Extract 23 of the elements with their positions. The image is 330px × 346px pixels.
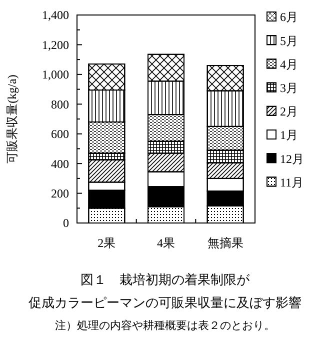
y-tick-label: 600 xyxy=(51,127,69,142)
legend-label: 2月 xyxy=(280,104,298,119)
text: 6月 xyxy=(280,10,298,24)
legend-label: 11月 xyxy=(280,175,304,190)
y-tick-label: 400 xyxy=(51,156,69,171)
y-tick-label: 1,200 xyxy=(42,38,69,52)
text: 注）処理の内容や耕種概要は表２のとおり。 xyxy=(55,319,275,332)
text: 促成カラーピーマンの可販果収量に及ぼす影響 xyxy=(28,295,302,310)
x-tick-label: 2果 xyxy=(98,236,116,250)
text: 1月 xyxy=(280,128,298,142)
legend-label: 4月 xyxy=(280,57,298,72)
legend-label: 3月 xyxy=(280,81,298,95)
legend-label: 5月 xyxy=(280,34,298,48)
x-tick-label: 無摘果 xyxy=(207,236,244,250)
y-tick-label: 0 xyxy=(63,216,69,230)
y-tick-label: 1,400 xyxy=(42,8,69,22)
legend-label: 12月 xyxy=(280,152,304,166)
y-axis-title: 可販果収量(kg/a) xyxy=(5,74,19,164)
y-tick-label: 1,000 xyxy=(42,68,69,82)
y-tick-label: 200 xyxy=(51,186,69,200)
x-tick-label: 4果 xyxy=(157,236,175,250)
y-tick-label: 800 xyxy=(51,97,69,112)
text: 図１ 栽培初期の着果制限が xyxy=(80,272,250,287)
